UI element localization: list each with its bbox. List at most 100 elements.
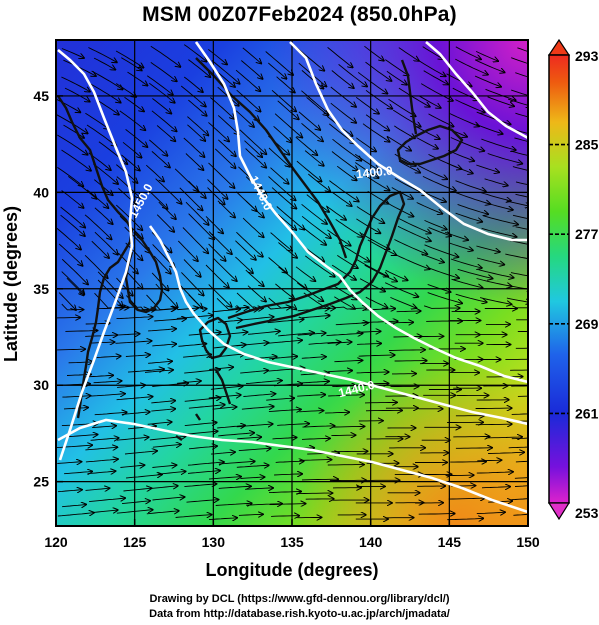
streamline <box>146 75 173 95</box>
streamline <box>515 72 528 78</box>
streamline <box>184 484 216 487</box>
streamline <box>179 187 203 211</box>
streamline <box>217 139 236 156</box>
lat-lon-grid <box>56 40 528 526</box>
streamline <box>332 426 364 427</box>
streamline <box>508 446 528 449</box>
streamline <box>385 282 418 297</box>
streamline <box>240 477 264 479</box>
streamline <box>94 207 113 224</box>
streamline <box>394 239 427 255</box>
streamline <box>398 47 419 61</box>
streamline <box>266 340 302 344</box>
streamline <box>388 350 425 351</box>
streamline <box>295 266 315 281</box>
streamline <box>457 203 489 214</box>
contour-line-4 <box>425 41 528 140</box>
streamline <box>185 153 204 171</box>
streamline <box>246 504 282 506</box>
streamline <box>93 163 118 184</box>
streamline <box>476 164 499 172</box>
streamline <box>86 124 116 146</box>
streamline <box>146 511 179 514</box>
streamline <box>362 123 390 142</box>
streamline <box>184 370 220 374</box>
streamline <box>207 179 228 199</box>
streamline <box>329 180 358 202</box>
streamline <box>60 214 85 236</box>
streamline <box>513 513 528 516</box>
streamline <box>457 268 493 278</box>
streamline <box>476 245 499 252</box>
streamline <box>455 212 483 222</box>
y-tick-label: 25 <box>33 474 49 490</box>
streamline <box>479 191 511 201</box>
streamline <box>331 264 356 280</box>
streamline <box>326 205 346 220</box>
streamline <box>511 385 528 387</box>
streamline <box>477 460 501 461</box>
streamline <box>304 150 324 166</box>
streamline <box>57 167 83 186</box>
streamline <box>274 113 302 138</box>
coast-sakhalin <box>400 59 418 135</box>
streamline <box>122 141 142 157</box>
streamline <box>183 76 203 92</box>
streamline <box>207 187 225 205</box>
streamline <box>144 370 173 373</box>
streamline <box>365 61 392 81</box>
streamline <box>511 89 528 96</box>
streamline <box>121 57 141 71</box>
streamline <box>64 471 92 473</box>
x-tick-label: 135 <box>280 534 304 550</box>
streamline <box>396 254 430 269</box>
colorbar-body <box>548 54 570 504</box>
streamline <box>297 333 326 335</box>
streamline <box>210 97 234 119</box>
streamline <box>271 516 299 517</box>
streamline <box>476 123 502 133</box>
y-tick-label: 30 <box>33 377 49 393</box>
streamline <box>176 315 213 319</box>
streamline <box>149 436 186 441</box>
streamline <box>215 332 248 336</box>
streamline <box>98 141 127 164</box>
streamline <box>241 407 274 410</box>
streamline <box>455 180 486 192</box>
streamline <box>486 437 522 438</box>
streamline <box>242 47 261 64</box>
streamline <box>218 461 255 464</box>
credit-data: Data from http://database.rish.kyoto-u.a… <box>149 608 450 620</box>
streamline <box>125 355 150 357</box>
streamline <box>214 148 235 168</box>
streamline <box>156 125 175 142</box>
streamline <box>295 136 317 155</box>
streamline <box>325 412 349 413</box>
streamline <box>418 514 455 515</box>
colorbar-label: 261 <box>575 405 599 421</box>
streamline <box>398 87 430 107</box>
streamline <box>155 178 182 204</box>
streamline <box>235 110 254 127</box>
coast-ryukyu <box>175 369 232 441</box>
streamline <box>506 297 528 302</box>
streamline <box>446 73 472 87</box>
streamline <box>124 451 157 455</box>
streamline <box>476 257 504 265</box>
streamline <box>187 462 224 466</box>
chart-title: MSM 00Z07Feb2024 (850.0hPa) <box>142 3 457 26</box>
streamline <box>116 437 149 440</box>
streamline <box>334 360 362 361</box>
streamline <box>476 472 513 473</box>
streamline <box>218 433 254 437</box>
streamline <box>61 258 88 284</box>
streamline <box>188 99 206 116</box>
streamline <box>487 96 514 106</box>
streamline <box>176 381 201 383</box>
colorbar: 293 285 277 269 261 253 <box>547 38 599 521</box>
streamline <box>476 512 505 513</box>
streamline <box>308 342 341 344</box>
streamline <box>98 100 119 114</box>
streamline <box>218 486 251 488</box>
streamline <box>485 202 513 210</box>
